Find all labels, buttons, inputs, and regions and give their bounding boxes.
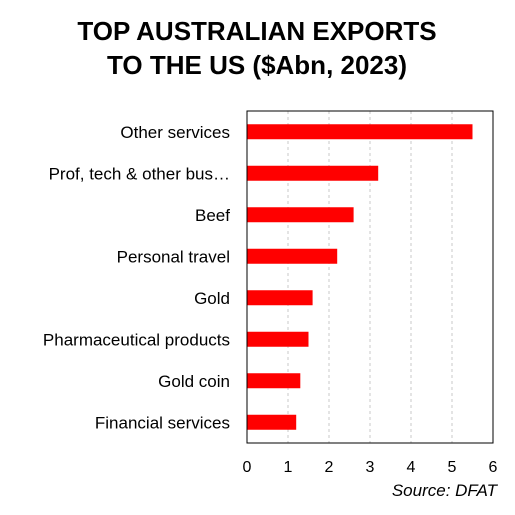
x-tick-label: 0: [243, 459, 252, 476]
category-label: Pharmaceutical products: [43, 330, 230, 349]
category-label: Beef: [195, 206, 230, 225]
category-label: Prof, tech & other bus…: [49, 164, 230, 183]
category-label: Gold: [194, 289, 230, 308]
grid: [287, 111, 453, 443]
category-label: Personal travel: [117, 247, 230, 266]
x-tick-label: 3: [366, 459, 375, 476]
category-labels: Other services Prof, tech & other bus… Bee…: [43, 123, 230, 433]
bar: [247, 373, 301, 389]
x-tick-label: 1: [284, 459, 293, 476]
bar: [247, 331, 309, 347]
category-label: Financial services: [95, 413, 230, 432]
bar: [247, 414, 297, 430]
bars: [247, 124, 473, 430]
bar: [247, 207, 354, 223]
bar: [247, 248, 338, 264]
plot-frame: [246, 110, 494, 444]
x-tick-label: 2: [325, 459, 334, 476]
source-note: Source: DFAT: [392, 481, 499, 500]
chart-title-line-1: TOP AUSTRALIAN EXPORTS: [77, 16, 436, 46]
bar: [247, 124, 473, 140]
x-tick-label: 6: [489, 459, 498, 476]
bar: [247, 165, 379, 181]
x-axis-ticks: 0 1 2 3 4 5 6: [243, 459, 498, 476]
category-label: Other services: [120, 123, 230, 142]
x-tick-label: 4: [407, 459, 416, 476]
chart-title-line-2: TO THE US ($Abn, 2023): [107, 50, 407, 80]
x-tick-label: 5: [448, 459, 457, 476]
category-label: Gold coin: [158, 372, 230, 391]
bar: [247, 290, 313, 306]
